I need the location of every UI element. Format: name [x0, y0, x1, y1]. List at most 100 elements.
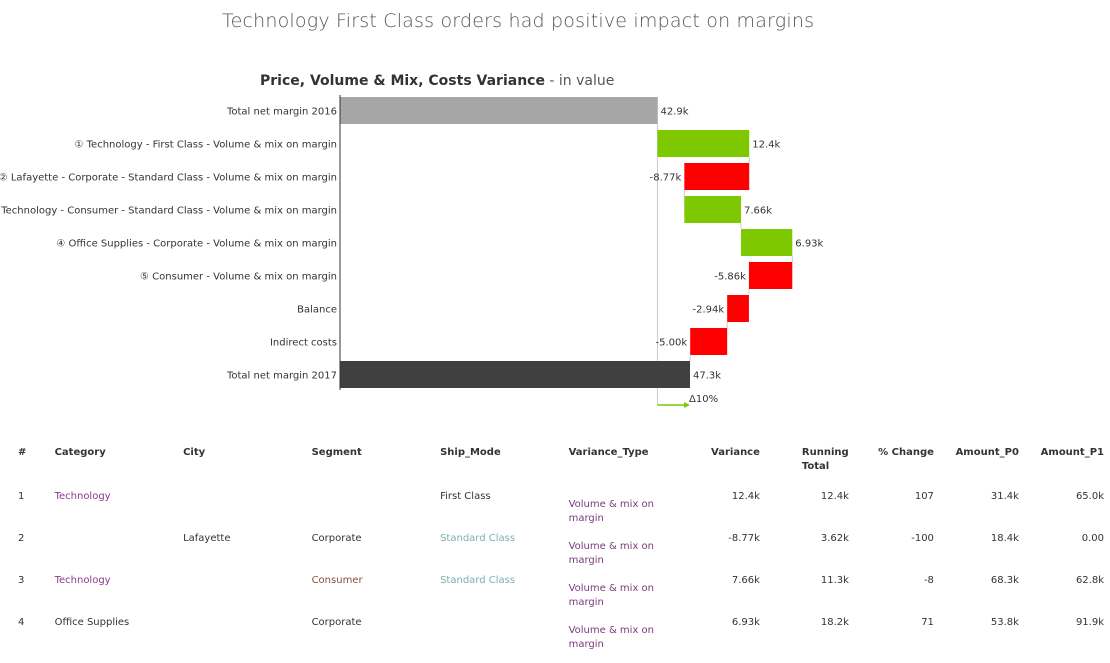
table-header-row: # Category City Segment Ship_Mode Varian… — [0, 440, 1108, 486]
delta-arrow-head — [684, 402, 691, 408]
chart-title-sub: - in value — [545, 73, 614, 89]
bar-5 — [748, 262, 793, 289]
bar-8 — [340, 361, 691, 388]
header-running-total[interactable]: Running Total — [801, 447, 849, 472]
cell-amount-p0: 53.8k — [990, 617, 1019, 628]
cell-index: 2 — [18, 533, 25, 544]
cell-city — [179, 570, 308, 612]
table-row: 2 Lafayette Corporate Standard Class Vol… — [0, 528, 1108, 570]
cell-variance-type: Volume & mix on margin — [568, 583, 654, 608]
cell-ship-mode — [436, 612, 565, 654]
cell-amount-p0: 31.4k — [990, 491, 1019, 502]
category-label-3: ③ Technology - Consumer - Standard Class… — [0, 206, 337, 217]
cell-variance: 12.4k — [731, 491, 760, 502]
cell-variance: -8.77k — [728, 533, 760, 544]
header-amount-p1[interactable]: Amount_P1 — [1040, 447, 1104, 458]
header-segment[interactable]: Segment — [311, 447, 362, 458]
page-title: Technology First Class orders had positi… — [222, 10, 815, 32]
category-label-1: ① Technology - First Class - Volume & mi… — [75, 140, 338, 151]
value-label-3: 7.66k — [744, 206, 772, 217]
cell-variance-type-wrap: Volume & mix on margin — [565, 570, 694, 612]
cell-category — [51, 528, 180, 570]
category-label-0: Total net margin 2016 — [226, 107, 337, 118]
cell-pct-change: -100 — [911, 533, 934, 544]
category-label-4: ④ Office Supplies - Corporate - Volume &… — [56, 239, 337, 250]
value-labels: 42.9k 12.4k -8.77k 7.66k 6.93k -5.86k -2.94k -5… — [650, 107, 824, 382]
category-label-6: Balance — [297, 305, 337, 316]
header-index[interactable]: # — [18, 447, 27, 458]
cell-variance-type-wrap: Volume & mix on margin — [565, 528, 694, 570]
cell-city: Lafayette — [183, 533, 231, 544]
cell-variance-type: Volume & mix on margin — [568, 625, 654, 650]
cell-ship-mode: First Class — [440, 491, 491, 502]
bars-group — [340, 97, 793, 388]
table-row: 4 Office Supplies Corporate Volume & mix… — [0, 612, 1108, 654]
cell-amount-p0: 18.4k — [990, 533, 1019, 544]
cell-segment: Corporate — [311, 533, 362, 544]
bar-1 — [657, 130, 750, 157]
cell-pct-change: -8 — [923, 575, 934, 586]
bar-7 — [690, 328, 728, 355]
cell-running-total: 11.3k — [820, 575, 849, 586]
cell-variance-type-wrap: Volume & mix on margin — [565, 486, 694, 528]
value-label-4: 6.93k — [795, 239, 823, 250]
bar-6 — [727, 295, 749, 322]
cell-category: Technology — [54, 491, 111, 502]
cell-ship-mode: Standard Class — [440, 575, 516, 586]
cell-index: 3 — [18, 575, 25, 586]
header-category[interactable]: Category — [54, 447, 106, 458]
cell-ship-mode: Standard Class — [440, 533, 516, 544]
header-variance-type[interactable]: Variance_Type — [568, 447, 649, 458]
cell-amount-p0: 68.3k — [990, 575, 1019, 586]
cell-city — [179, 612, 308, 654]
delta-annotation: Δ10% — [657, 394, 718, 408]
header-variance[interactable]: Variance — [711, 447, 760, 458]
cell-amount-p1: 91.9k — [1075, 617, 1104, 628]
cell-city — [179, 486, 308, 528]
value-label-5: -5.86k — [714, 272, 746, 283]
value-label-1: 12.4k — [752, 140, 780, 151]
cell-variance: 6.93k — [731, 617, 760, 628]
header-pct-change[interactable]: % Change — [878, 447, 934, 458]
table-row: 3 Technology Consumer Standard Class Vol… — [0, 570, 1108, 612]
cell-running-total: 12.4k — [820, 491, 849, 502]
value-label-2: -8.77k — [650, 173, 682, 184]
bar-0 — [340, 97, 658, 124]
variance-table: # Category City Segment Ship_Mode Varian… — [0, 440, 1108, 654]
cell-segment: Consumer — [311, 575, 363, 586]
chart-title: Price, Volume & Mix, Costs Variance - in… — [260, 73, 614, 89]
cell-segment — [308, 486, 437, 528]
category-label-7: Indirect costs — [270, 338, 337, 349]
cell-category: Office Supplies — [54, 617, 130, 628]
value-label-6: -2.94k — [692, 305, 724, 316]
cell-variance-type-wrap: Volume & mix on margin — [565, 612, 694, 654]
cell-running-total: 3.62k — [820, 533, 849, 544]
bar-2 — [684, 163, 750, 190]
category-label-2: ② Lafayette - Corporate - Standard Class… — [0, 173, 337, 184]
chart-title-main: Price, Volume & Mix, Costs Variance — [260, 73, 545, 89]
category-label-8: Total net margin 2017 — [226, 371, 337, 382]
value-label-7: -5.00k — [655, 338, 687, 349]
cell-category: Technology — [54, 575, 111, 586]
header-amount-p0[interactable]: Amount_P0 — [955, 447, 1019, 458]
cell-running-total: 18.2k — [820, 617, 849, 628]
value-label-8: 47.3k — [693, 371, 721, 382]
category-label-5: ⑤ Consumer - Volume & mix on margin — [140, 272, 337, 283]
cell-pct-change: 107 — [914, 491, 934, 502]
bar-4 — [741, 229, 793, 256]
cell-variance: 7.66k — [731, 575, 760, 586]
bar-3 — [684, 196, 742, 223]
header-city[interactable]: City — [183, 447, 206, 458]
cell-variance-type: Volume & mix on margin — [568, 541, 654, 566]
table-row: 1 Technology First Class Volume & mix on… — [0, 486, 1108, 528]
cell-amount-p1: 0.00 — [1081, 533, 1104, 544]
header-ship-mode[interactable]: Ship_Mode — [440, 447, 501, 458]
cell-variance-type: Volume & mix on margin — [568, 499, 654, 524]
cell-index: 1 — [18, 491, 25, 502]
cell-pct-change: 71 — [921, 617, 934, 628]
value-label-0: 42.9k — [660, 107, 688, 118]
cell-amount-p1: 65.0k — [1075, 491, 1104, 502]
category-labels: Total net margin 2016 ① Technology - Firs… — [0, 107, 337, 382]
cell-index: 4 — [18, 617, 25, 628]
delta-label: Δ10% — [689, 394, 718, 405]
